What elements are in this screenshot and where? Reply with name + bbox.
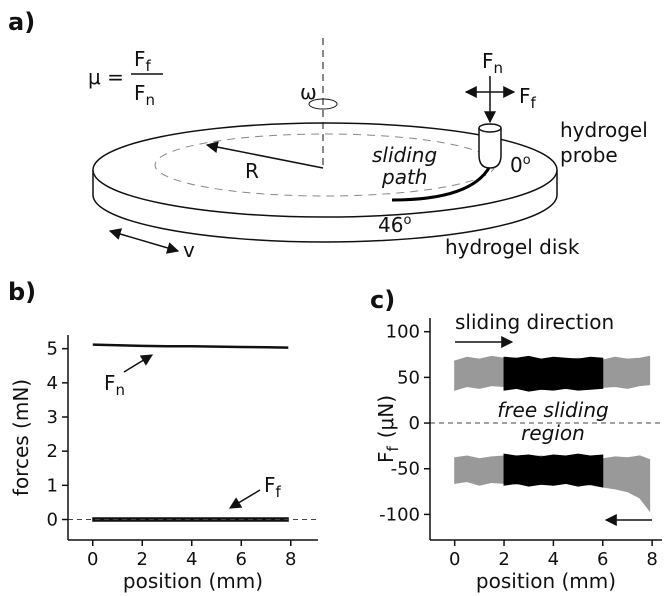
y-tick-label: 0 — [47, 510, 58, 531]
line — [92, 343, 289, 349]
y-tick-label: 100 — [386, 322, 420, 343]
rotation-arrow — [308, 98, 338, 110]
annotation: Fn — [104, 371, 125, 399]
omega: ω — [300, 80, 317, 104]
x-tick-label: 6 — [236, 549, 247, 570]
formula-lhs: μ = — [88, 65, 124, 89]
y-tick-label: 0 — [409, 413, 420, 434]
x-tick-label: 4 — [186, 549, 197, 570]
probe-top — [478, 123, 502, 133]
band — [503, 453, 604, 488]
formula-denominator: Fn — [134, 81, 155, 109]
velocity: v — [183, 238, 195, 262]
velocity-arrow — [108, 228, 180, 254]
x-tick-label: 8 — [285, 549, 296, 570]
y-tick-label: 4 — [47, 373, 58, 394]
x-tick-label: 4 — [548, 549, 559, 570]
y-axis-label-sub: f — [384, 446, 402, 452]
y-axis-label-part: F — [374, 452, 398, 464]
annotation: Ff — [264, 473, 282, 501]
x-tick-label: 2 — [498, 549, 509, 570]
y-tick-label: -50 — [391, 459, 420, 480]
x-axis-label: position (mm) — [123, 569, 263, 593]
band — [92, 517, 289, 522]
x-axis-label: position (mm) — [476, 569, 616, 593]
band — [503, 355, 604, 392]
x-tick-label: 8 — [646, 549, 657, 570]
annotation: region — [521, 421, 585, 445]
annotation: free sliding — [497, 398, 608, 422]
y-axis-label-unit: (μN) — [374, 395, 398, 438]
y-tick-label: 3 — [47, 407, 58, 428]
probe-label: hydrogel — [560, 118, 648, 142]
y-axis-label: Ff (μN) — [374, 395, 402, 463]
angle-end: 46o — [378, 213, 411, 237]
y-axis-label: forces (mN) — [9, 379, 33, 496]
formula-numerator: Ff — [134, 47, 152, 75]
probe-label: probe — [560, 143, 618, 167]
x-tick-label: 0 — [87, 549, 98, 570]
annotation-arrow — [228, 489, 261, 509]
radius-arrow — [205, 141, 324, 169]
y-tick-label: 5 — [47, 339, 58, 360]
radius: R — [245, 159, 259, 183]
x-tick-label: 2 — [137, 549, 148, 570]
angle-start: 0o — [510, 153, 531, 177]
panel-label: b) — [8, 278, 36, 306]
y-tick-label: -100 — [379, 504, 420, 525]
x-tick-label: 0 — [449, 549, 460, 570]
panel-label: c) — [370, 286, 395, 314]
x-tick-label: 6 — [597, 549, 608, 570]
y-tick-label: 2 — [47, 441, 58, 462]
panel-label: a) — [8, 8, 35, 36]
probe — [478, 128, 502, 169]
sliding-path-label: path — [381, 165, 427, 189]
disk-label: hydrogel disk — [445, 235, 580, 259]
annotation-arrow — [123, 354, 154, 373]
sliding-path-label: sliding — [372, 143, 437, 167]
y-tick-label: 50 — [397, 367, 420, 388]
annotation: sliding direction — [455, 310, 614, 334]
friction-force: Ff — [519, 84, 537, 112]
y-tick-label: 1 — [47, 475, 58, 496]
normal-force: Fn — [482, 49, 503, 77]
sliding-path — [391, 165, 492, 202]
